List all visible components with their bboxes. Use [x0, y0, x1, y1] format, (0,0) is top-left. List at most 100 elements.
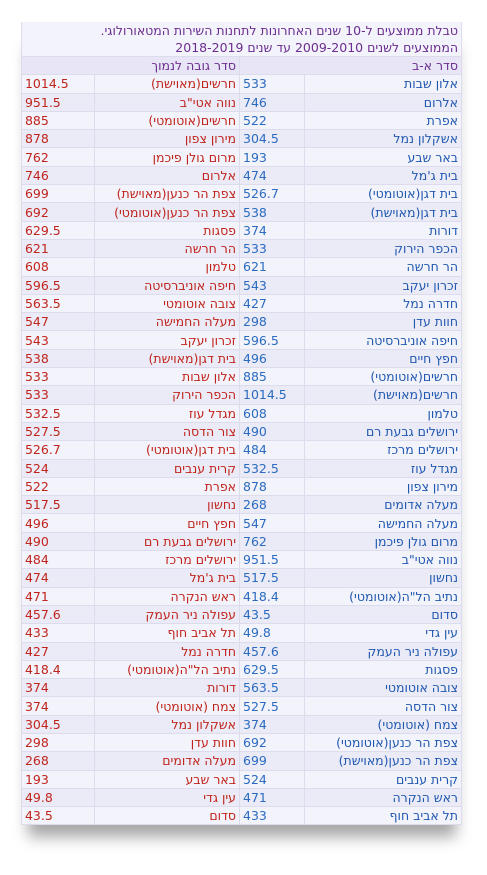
- station-name: מרום גולן פיכמן: [94, 147, 240, 167]
- station-name: פסגות: [304, 659, 462, 680]
- table-row: חרשים(מאוישת) 1014.5 הכפר הירוק 533: [20, 385, 462, 405]
- station-name: ירושלים מרכז: [94, 550, 240, 570]
- table-row: בית דגן(מאוישת) 538 צפת הר כנען(אוטומטי) 69…: [20, 202, 462, 222]
- station-value: 490: [239, 421, 305, 442]
- station-value: 298: [20, 732, 96, 753]
- station-value: 878: [20, 129, 96, 149]
- station-name: מעלה החמישה: [94, 312, 240, 332]
- station-name: צובה אוטומטי: [94, 293, 240, 314]
- station-name: ראש הנקרה: [94, 586, 240, 606]
- station-value: 496: [239, 348, 305, 369]
- header: סדר גובה לנמוך: [20, 55, 241, 76]
- station-name: דורות: [304, 220, 462, 240]
- station-value: 457.6: [239, 641, 305, 661]
- station-value: 374: [239, 714, 305, 734]
- station-value: 538: [239, 202, 305, 222]
- station-name: נתיב הל"ה(אוטומטי): [304, 586, 462, 606]
- station-name: עפולה ניר העמק: [94, 604, 240, 625]
- station-name: חפץ חיים: [94, 513, 240, 533]
- station-value: 418.4: [20, 659, 96, 680]
- station-value: 49.8: [20, 787, 96, 808]
- station-name: אשקלון נמל: [304, 129, 462, 149]
- station-value: 193: [20, 769, 96, 789]
- station-value: 608: [239, 403, 305, 423]
- table-row: צפת הר כנען(אוטומטי) 692 חוות עדן 298: [20, 732, 462, 753]
- station-name: צמח (אוטומטי): [94, 696, 240, 716]
- station-name: קרית ענבים: [304, 769, 462, 789]
- station-value: 543: [20, 330, 96, 350]
- station-value: 304.5: [239, 129, 305, 149]
- table-row: בית ג'מל 474 אלרום 746: [20, 165, 462, 186]
- station-name: חוות עדן: [94, 732, 240, 753]
- table-row: אלון שבות 533 חרשים(מאוישת) 1014.5: [20, 74, 462, 94]
- title: טבלת ממוצעים ל-10 שנים האחרונות לתחנות ה…: [20, 22, 463, 39]
- station-name: חרשים(אוטומטי): [304, 367, 462, 387]
- station-name: קרית ענבים: [94, 458, 240, 478]
- station-name: מגדל עוז: [304, 458, 462, 478]
- station-value: 496: [20, 513, 96, 533]
- station-name: עפולה ניר העמק: [304, 641, 462, 661]
- table-row: מעלה אדומים 268 נחשון 517.5: [20, 495, 462, 515]
- station-name: מגדל עוז: [94, 403, 240, 423]
- station-value: 543: [239, 275, 305, 295]
- table-row: טלמון 608 מגדל עוז 532.5: [20, 403, 462, 423]
- station-value: 538: [20, 348, 96, 369]
- station-value: 526.7: [239, 184, 305, 204]
- station-name: חפץ חיים: [304, 348, 462, 369]
- station-name: חרשים(מאוישת): [304, 385, 462, 405]
- table-row: זכרון יעקב 543 חיפה אוניברסיטה 596.5: [20, 275, 462, 295]
- station-name: טלמון: [94, 257, 240, 277]
- station-value: 563.5: [239, 678, 305, 698]
- table-row: אלרום 746 נווה אטי"ב 951.5: [20, 92, 462, 112]
- station-value: 746: [20, 165, 96, 186]
- station-name: נתיב הל"ה(אוטומטי): [94, 659, 240, 680]
- station-value: 762: [239, 531, 305, 552]
- station-name: צפת הר כנען(אוטומטי): [94, 202, 240, 222]
- station-value: 474: [20, 568, 96, 588]
- subtitle: הממוצעים לשנים 2009-2010 עד שנים 2018-20…: [20, 39, 463, 57]
- station-value: 885: [20, 110, 96, 131]
- station-value: 526.7: [20, 440, 96, 460]
- station-name: חיפה אוניברסיטה: [94, 275, 240, 295]
- station-name: בית דגן(אוטומטי): [304, 184, 462, 204]
- station-name: עין גדי: [94, 787, 240, 808]
- station-name: טלמון: [304, 403, 462, 423]
- station-value: 746: [239, 92, 305, 112]
- station-name: תל אביב חוף: [94, 623, 240, 643]
- station-value: 304.5: [20, 714, 96, 734]
- station-value: 547: [239, 513, 305, 533]
- station-name: מעלה אדומים: [94, 751, 240, 771]
- station-name: מעלה אדומים: [304, 495, 462, 515]
- table-row: עפולה ניר העמק 457.6 חדרה נמל 427: [20, 641, 462, 661]
- station-value: 762: [20, 147, 96, 167]
- station-name: הר חרשה: [94, 238, 240, 259]
- station-name: חדרה נמל: [94, 641, 240, 661]
- station-value: 193: [239, 147, 305, 167]
- table-row: חיפה אוניברסיטה 596.5 זכרון יעקב 543: [20, 330, 462, 350]
- station-value: 629.5: [20, 220, 96, 240]
- station-name: צור הדסה: [94, 421, 240, 442]
- table-row: חפץ חיים 496 בית דגן(מאוישת) 538: [20, 348, 462, 369]
- station-value: 490: [20, 531, 96, 552]
- station-name: פסגות: [94, 220, 240, 240]
- station-value: 951.5: [20, 92, 96, 112]
- station-name: ראש הנקרה: [304, 787, 462, 808]
- table-row: צמח (אוטומטי) 374 אשקלון נמל 304.5: [20, 714, 462, 734]
- station-name: תל אביב חוף: [304, 806, 462, 826]
- table-row: מעלה החמישה 547 חפץ חיים 496: [20, 513, 462, 533]
- table-row: עין גדי 49.8 תל אביב חוף 433: [20, 623, 462, 643]
- station-value: 43.5: [239, 604, 305, 625]
- station-value: 1014.5: [239, 385, 305, 405]
- table-body: טבלת ממוצעים ל-10 שנים האחרונות לתחנות ה…: [20, 22, 463, 826]
- header: סדר א-ב: [239, 55, 462, 76]
- station-value: 1014.5: [20, 74, 96, 94]
- averages-table: טבלת ממוצעים ל-10 שנים האחרונות לתחנות ה…: [20, 22, 463, 826]
- station-value: 517.5: [20, 495, 96, 515]
- table-row: ראש הנקרה 471 עין גדי 49.8: [20, 787, 462, 808]
- station-name: עין גדי: [304, 623, 462, 643]
- station-value: 596.5: [239, 330, 305, 350]
- station-name: נווה אטי"ב: [94, 92, 240, 112]
- station-value: 621: [239, 257, 305, 277]
- table-row: נתיב הל"ה(אוטומטי) 418.4 ראש הנקרה 471: [20, 586, 462, 606]
- station-name: אלון שבות: [94, 367, 240, 387]
